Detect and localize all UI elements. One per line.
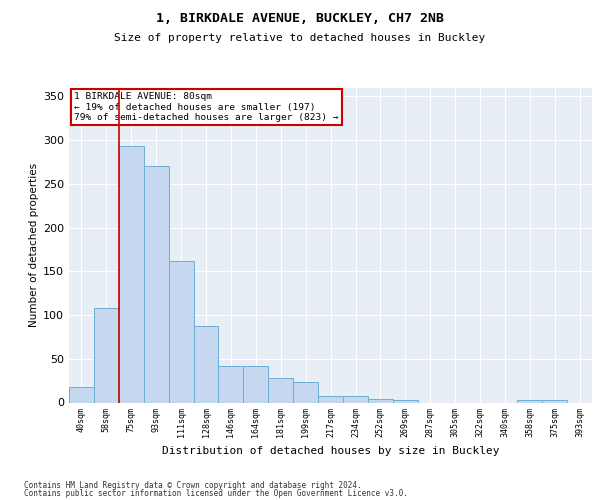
Bar — [393, 400, 418, 402]
Y-axis label: Number of detached properties: Number of detached properties — [29, 163, 39, 327]
Bar — [368, 399, 393, 402]
Bar — [517, 400, 542, 402]
Text: Contains HM Land Registry data © Crown copyright and database right 2024.: Contains HM Land Registry data © Crown c… — [24, 480, 362, 490]
X-axis label: Distribution of detached houses by size in Buckley: Distribution of detached houses by size … — [162, 446, 499, 456]
Bar — [293, 382, 318, 402]
Bar — [194, 326, 218, 402]
Bar — [94, 308, 119, 402]
Bar — [318, 396, 343, 402]
Bar — [218, 366, 244, 403]
Text: 1, BIRKDALE AVENUE, BUCKLEY, CH7 2NB: 1, BIRKDALE AVENUE, BUCKLEY, CH7 2NB — [156, 12, 444, 26]
Bar — [69, 387, 94, 402]
Bar — [268, 378, 293, 402]
Bar — [169, 261, 194, 402]
Bar — [542, 400, 567, 402]
Text: Contains public sector information licensed under the Open Government Licence v3: Contains public sector information licen… — [24, 489, 408, 498]
Bar — [244, 366, 268, 403]
Text: Size of property relative to detached houses in Buckley: Size of property relative to detached ho… — [115, 33, 485, 43]
Text: 1 BIRKDALE AVENUE: 80sqm
← 19% of detached houses are smaller (197)
79% of semi-: 1 BIRKDALE AVENUE: 80sqm ← 19% of detach… — [74, 92, 339, 122]
Bar — [343, 396, 368, 402]
Bar — [119, 146, 144, 403]
Bar — [144, 166, 169, 402]
